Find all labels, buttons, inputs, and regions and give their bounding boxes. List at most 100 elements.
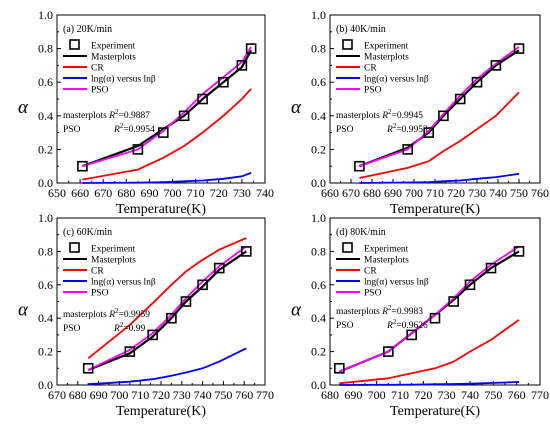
- r2-annotation: PSO R2=0.9954: [63, 122, 155, 135]
- x-tick-label: 760: [508, 388, 526, 402]
- r2-value: =0.9887: [119, 111, 151, 121]
- y-tick-label: 1.0: [38, 211, 53, 225]
- x-tick-label: 710: [426, 186, 444, 200]
- legend-label: Masterplots: [91, 256, 136, 266]
- r2-value: =0.9953: [396, 125, 428, 135]
- series-line-pso: [82, 47, 251, 166]
- x-tick-label: 660: [71, 186, 89, 200]
- legend-label: PSO: [364, 289, 382, 299]
- series-line-pso: [359, 47, 519, 166]
- series-line-masterplots: [82, 50, 251, 166]
- x-tick-label: 680: [363, 186, 381, 200]
- r2-value: =0.9626: [396, 321, 428, 331]
- x-tick-label: 690: [90, 388, 108, 402]
- legend-label: CR: [364, 267, 377, 277]
- r2-value: =0.9983: [392, 307, 424, 317]
- x-tick-label: 700: [405, 186, 423, 200]
- y-tick-label: 0.6: [38, 278, 53, 292]
- series-line-cr: [339, 320, 519, 383]
- legend-label: Masterplots: [364, 256, 409, 266]
- panel-a: 650 660 670 680 690 700 710 720 730 740 0.0 0.2 0.4 0…: [18, 8, 274, 217]
- r2-value: =0.9959: [119, 310, 151, 320]
- r2-prefix: masterplots: [63, 310, 109, 320]
- x-tick-label: 750: [214, 388, 232, 402]
- x-tick-label: 680: [117, 186, 135, 200]
- x-tick-label: 700: [368, 388, 386, 402]
- series-line-lng-versus-ln-: [359, 174, 519, 183]
- x-tick-label: 740: [461, 388, 479, 402]
- series-line-cr: [359, 92, 519, 178]
- r2-value: =0.9954: [123, 125, 155, 135]
- legend-label: PSO: [91, 86, 109, 96]
- r2-annotation: masterplots R2=0.9983: [336, 304, 423, 317]
- y-tick-label: 0.6: [311, 278, 326, 292]
- x-tick-label: 670: [94, 186, 112, 200]
- y-axis-title: α: [291, 300, 302, 321]
- series-line-lng-versus-ln-: [88, 348, 246, 384]
- panel-title: (a) 20K/min: [63, 24, 112, 35]
- y-tick-label: 0.4: [38, 311, 53, 325]
- series-line-cr: [82, 89, 251, 180]
- x-tick-label: 730: [438, 388, 456, 402]
- legend-label: CR: [91, 64, 104, 74]
- r2-prefix: PSO: [336, 125, 356, 135]
- legend-marker: [70, 243, 79, 252]
- y-tick-label: 0.4: [311, 109, 326, 123]
- y-axis-title: α: [291, 97, 302, 118]
- panel-b: 660 670 680 690 700 710 720 730 740 750 760 0.0 0.2 0…: [291, 8, 549, 217]
- y-tick-label: 0.6: [311, 75, 326, 89]
- y-tick-label: 0.8: [38, 42, 53, 56]
- y-tick-label: 0.8: [311, 42, 326, 56]
- legend-marker: [70, 40, 79, 49]
- y-tick-label: 1.0: [311, 211, 326, 225]
- x-axis-title: Temperature(K): [390, 404, 480, 419]
- plot-frame: [57, 15, 265, 183]
- y-axis-title: α: [18, 300, 29, 321]
- y-tick-label: 0.4: [311, 311, 326, 325]
- x-tick-label: 700: [164, 186, 182, 200]
- r2-annotation: PSO R2=0.9953: [336, 122, 428, 135]
- y-tick-label: 0.4: [38, 109, 53, 123]
- y-tick-label: 0.0: [311, 378, 326, 392]
- legend-label: Experiment: [91, 42, 136, 52]
- legend-marker: [343, 243, 352, 252]
- y-tick-label: 0.2: [311, 345, 326, 359]
- x-tick-label: 700: [110, 388, 128, 402]
- panel-d: 680 690 700 710 720 730 740 750 760 7700.00.20.40…: [291, 211, 549, 419]
- x-tick-label: 740: [194, 388, 212, 402]
- y-tick-label: 0.6: [38, 75, 53, 89]
- y-tick-label: 1.0: [38, 8, 53, 22]
- r2-annotation: PSO R2=0.9626: [336, 318, 428, 331]
- y-tick-label: 0.0: [311, 176, 326, 190]
- legend-label: Experiment: [91, 245, 136, 255]
- y-tick-label: 0.0: [38, 176, 53, 190]
- r2-value: =0.99: [123, 324, 145, 334]
- panel-c: 670 680 690 700 710 720 730 740 750 760 7700.00.20…: [18, 211, 274, 419]
- r2-prefix: PSO: [336, 321, 356, 331]
- r2-prefix: masterplots: [336, 111, 382, 121]
- x-tick-label: 710: [187, 186, 205, 200]
- r2-annotation: masterplots R2=0.9945: [336, 108, 423, 121]
- legend-label: PSO: [364, 86, 382, 96]
- r2-prefix: PSO: [63, 125, 83, 135]
- plot-frame: [330, 218, 540, 385]
- x-tick-label: 730: [173, 388, 191, 402]
- x-tick-label: 720: [152, 388, 170, 402]
- x-tick-label: 750: [484, 388, 502, 402]
- x-tick-label: 770: [256, 388, 274, 402]
- legend-label: lng(α) versus lnβ: [91, 74, 156, 85]
- legend-label: Experiment: [364, 42, 409, 52]
- legend-label: Experiment: [364, 245, 409, 255]
- panel-title: (b) 40K/min: [336, 24, 386, 35]
- y-tick-label: 0.2: [38, 142, 53, 156]
- legend-label: PSO: [91, 289, 109, 299]
- x-tick-label: 690: [384, 186, 402, 200]
- x-tick-label: 670: [342, 186, 360, 200]
- r2-annotation: masterplots R2=0.9887: [63, 108, 150, 121]
- y-tick-label: 1.0: [311, 8, 326, 22]
- y-tick-label: 0.2: [38, 345, 53, 359]
- x-tick-label: 740: [489, 186, 507, 200]
- panel-title: (d) 80K/min: [336, 227, 386, 238]
- r2-prefix: PSO: [63, 324, 83, 334]
